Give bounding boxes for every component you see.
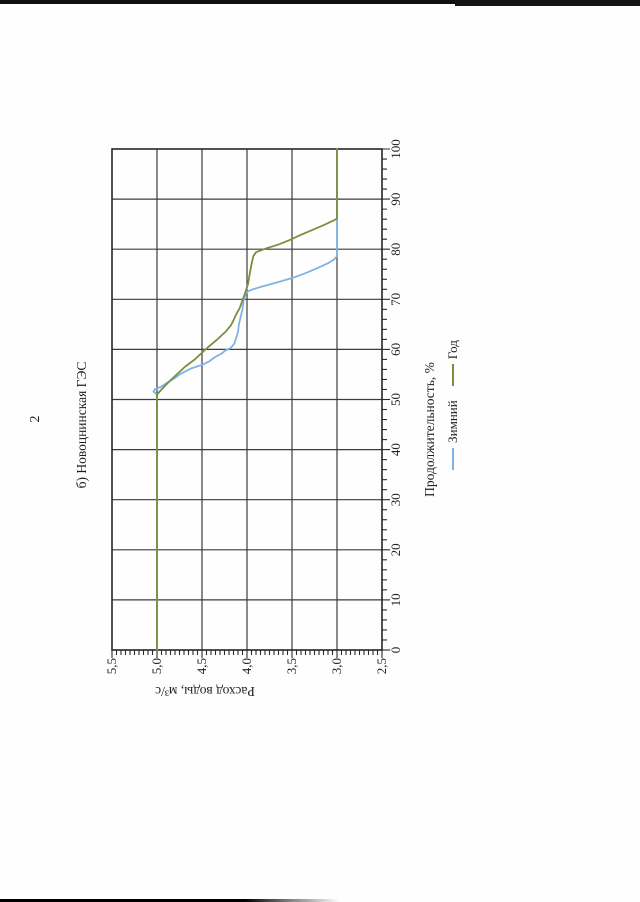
x-tick-label: 0 (388, 646, 403, 654)
x-tick-label: 30 (388, 493, 403, 507)
y-tick-label: 5,5 (104, 658, 119, 675)
y-tick-label: 3,0 (329, 658, 344, 675)
series-line-Год (156, 148, 338, 651)
x-tick-label: 50 (388, 393, 403, 406)
legend-label: Зимний (445, 400, 460, 443)
x-tick-label: 20 (388, 543, 403, 557)
scan-artifact-top-right (455, 0, 640, 6)
x-tick-label: 80 (388, 242, 403, 256)
plot-border (111, 148, 383, 651)
scan-artifact-top (0, 0, 640, 4)
x-tick-label: 40 (388, 443, 403, 457)
x-tick-label: 90 (388, 192, 403, 206)
y-tick-label: 3,5 (284, 658, 299, 675)
x-tick-label: 70 (388, 292, 403, 306)
series-line-Зимний (152, 148, 338, 651)
legend-label: Год (445, 340, 460, 360)
legend-line-sample (452, 447, 454, 470)
x-tick-label: 60 (388, 342, 403, 356)
x-axis-title: Продолжительность, % (422, 362, 437, 497)
legend-line-sample (452, 364, 454, 387)
scan-artifact-bottom (0, 899, 340, 902)
chart-rotated-container: б) Новоцнинская ГЭС 0 10 20 30 40 50 60 70 80 90 1… (72, 139, 472, 705)
legend-item-Зимний: Зимний (445, 400, 461, 470)
chart-canvas (111, 148, 390, 658)
x-tick-label: 10 (388, 593, 403, 607)
legend-item-Год: Год (445, 340, 461, 387)
chart-legend: Зимний Год (443, 145, 463, 665)
y-tick-label: 2,5 (374, 658, 389, 675)
x-tick-label: 100 (388, 139, 403, 159)
page-number: 2 (28, 415, 43, 423)
y-axis-title: Расход воды, м³/с (155, 684, 255, 699)
